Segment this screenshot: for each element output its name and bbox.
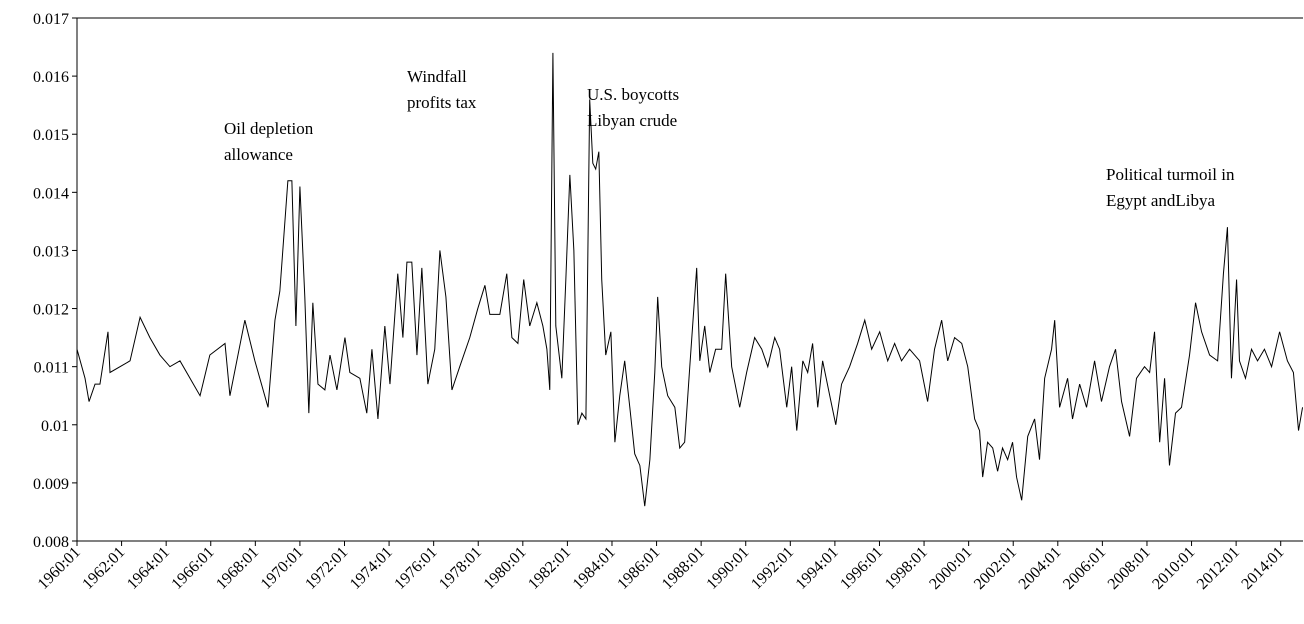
x-tick-label: 2014:01 bbox=[1238, 544, 1287, 593]
annotation: Political turmoil in bbox=[1106, 165, 1235, 184]
annotation: Egypt andLibya bbox=[1106, 191, 1216, 210]
x-tick-label: 1996:01 bbox=[837, 544, 886, 593]
x-tick-label: 1966:01 bbox=[168, 544, 217, 593]
x-tick-label: 1962:01 bbox=[79, 544, 128, 593]
x-tick-label: 1970:01 bbox=[258, 544, 307, 593]
x-tick-label: 2000:01 bbox=[926, 544, 975, 593]
y-tick-label: 0.013 bbox=[33, 243, 69, 260]
x-tick-label: 1982:01 bbox=[525, 544, 574, 593]
x-tick-label: 1986:01 bbox=[614, 544, 663, 593]
y-tick-label: 0.009 bbox=[33, 476, 69, 493]
annotation: profits tax bbox=[407, 93, 477, 112]
x-tick-label: 2008:01 bbox=[1105, 544, 1154, 593]
y-tick-label: 0.014 bbox=[33, 185, 69, 202]
x-tick-label: 1968:01 bbox=[213, 544, 262, 593]
x-tick-label: 1974:01 bbox=[347, 544, 396, 593]
x-tick-label: 2010:01 bbox=[1149, 544, 1198, 593]
y-tick-label: 0.012 bbox=[33, 302, 69, 319]
annotation: Oil depletion bbox=[224, 119, 314, 138]
x-tick-label: 1978:01 bbox=[436, 544, 485, 593]
y-tick-label: 0.017 bbox=[33, 11, 69, 28]
x-tick-label: 2004:01 bbox=[1016, 544, 1065, 593]
x-tick-label: 1988:01 bbox=[659, 544, 708, 593]
x-tick-label: 1964:01 bbox=[124, 544, 173, 593]
y-tick-label: 0.016 bbox=[33, 69, 69, 86]
x-tick-label: 1980:01 bbox=[481, 544, 530, 593]
x-tick-label: 2002:01 bbox=[971, 544, 1020, 593]
annotation: Libyan crude bbox=[587, 111, 677, 130]
y-tick-label: 0.015 bbox=[33, 127, 69, 144]
x-tick-label: 1992:01 bbox=[748, 544, 797, 593]
x-tick-label: 1976:01 bbox=[391, 544, 440, 593]
x-tick-label: 2006:01 bbox=[1060, 544, 1109, 593]
data-line bbox=[76, 52, 1304, 507]
annotation: Windfall bbox=[407, 67, 467, 86]
x-tick-label: 1990:01 bbox=[703, 544, 752, 593]
y-tick-label: 0.008 bbox=[33, 534, 69, 551]
x-tick-label: 1972:01 bbox=[302, 544, 351, 593]
x-tick-label: 1994:01 bbox=[793, 544, 842, 593]
y-tick-label: 0.011 bbox=[34, 360, 69, 377]
x-tick-label: 1984:01 bbox=[570, 544, 619, 593]
x-tick-label: 1998:01 bbox=[882, 544, 931, 593]
annotation: allowance bbox=[224, 145, 293, 164]
x-tick-label: 1960:01 bbox=[35, 544, 84, 593]
x-tick-label: 2012:01 bbox=[1194, 544, 1243, 593]
y-tick-label: 0.01 bbox=[41, 418, 69, 435]
annotation: U.S. boycotts bbox=[587, 85, 679, 104]
